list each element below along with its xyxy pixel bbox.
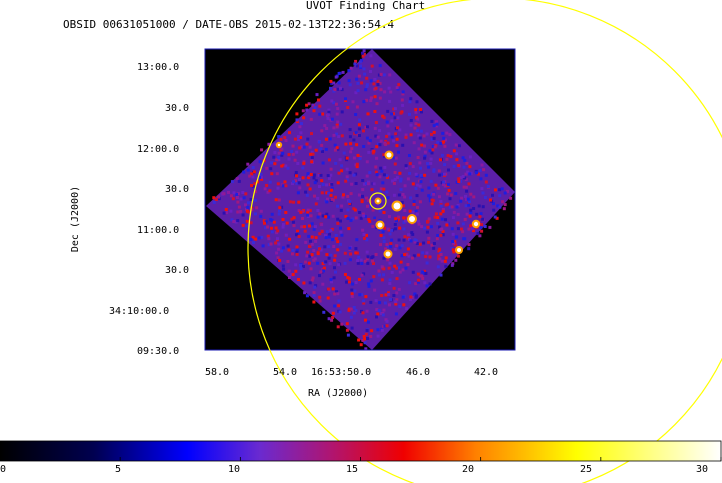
- star-core: [277, 143, 281, 147]
- star-core: [386, 152, 392, 158]
- error-circle-large: [247, 0, 722, 483]
- star-core: [377, 222, 383, 228]
- x-axis-label: RA (J2000): [308, 388, 369, 399]
- colorbar-tick-label: 5: [115, 464, 122, 475]
- star-core: [409, 216, 415, 222]
- star-core: [385, 251, 391, 257]
- colorbar-tick-label: 0: [0, 464, 7, 475]
- y-tick-label: 30.0: [165, 265, 190, 276]
- x-tick-label: 58.0: [205, 367, 230, 378]
- y-tick-label: 34:10:00.0: [109, 306, 170, 317]
- x-tick-label: 42.0: [474, 367, 499, 378]
- chart-title: UVOT Finding Chart: [306, 0, 426, 12]
- star-core: [376, 199, 380, 203]
- star-core: [393, 202, 401, 210]
- y-tick-label: 11:00.0: [137, 225, 180, 236]
- chart-subtitle: OBSID 00631051000 / DATE-OBS 2015-02-13T…: [63, 18, 395, 31]
- star-core: [457, 248, 461, 252]
- image-noise: [212, 49, 513, 351]
- image-frame: [204, 48, 516, 351]
- star-sources: [275, 141, 481, 259]
- colorbar-tick-label: 10: [228, 464, 241, 475]
- y-tick-label: 30.0: [165, 103, 190, 114]
- y-tick-label: 30.0: [165, 184, 190, 195]
- star-core: [473, 221, 479, 227]
- x-tick-label: 54.0: [273, 367, 298, 378]
- colorbar-tick-label: 30: [696, 464, 709, 475]
- colorbar-tick-label: 15: [346, 464, 359, 475]
- y-tick-label: 13:00.0: [137, 62, 180, 73]
- colorbar-tick-label: 20: [462, 464, 475, 475]
- x-tick-label: 16:53:50.0: [311, 367, 372, 378]
- x-tick-label: 46.0: [406, 367, 431, 378]
- y-axis-label: Dec (J2000): [70, 185, 82, 253]
- colorbar-tick-label: 25: [580, 464, 593, 475]
- colorbar-ticks: [0, 457, 722, 461]
- y-tick-label: 12:00.0: [137, 144, 180, 155]
- target-circle: [369, 192, 387, 210]
- y-tick-label: 09:30.0: [137, 346, 180, 357]
